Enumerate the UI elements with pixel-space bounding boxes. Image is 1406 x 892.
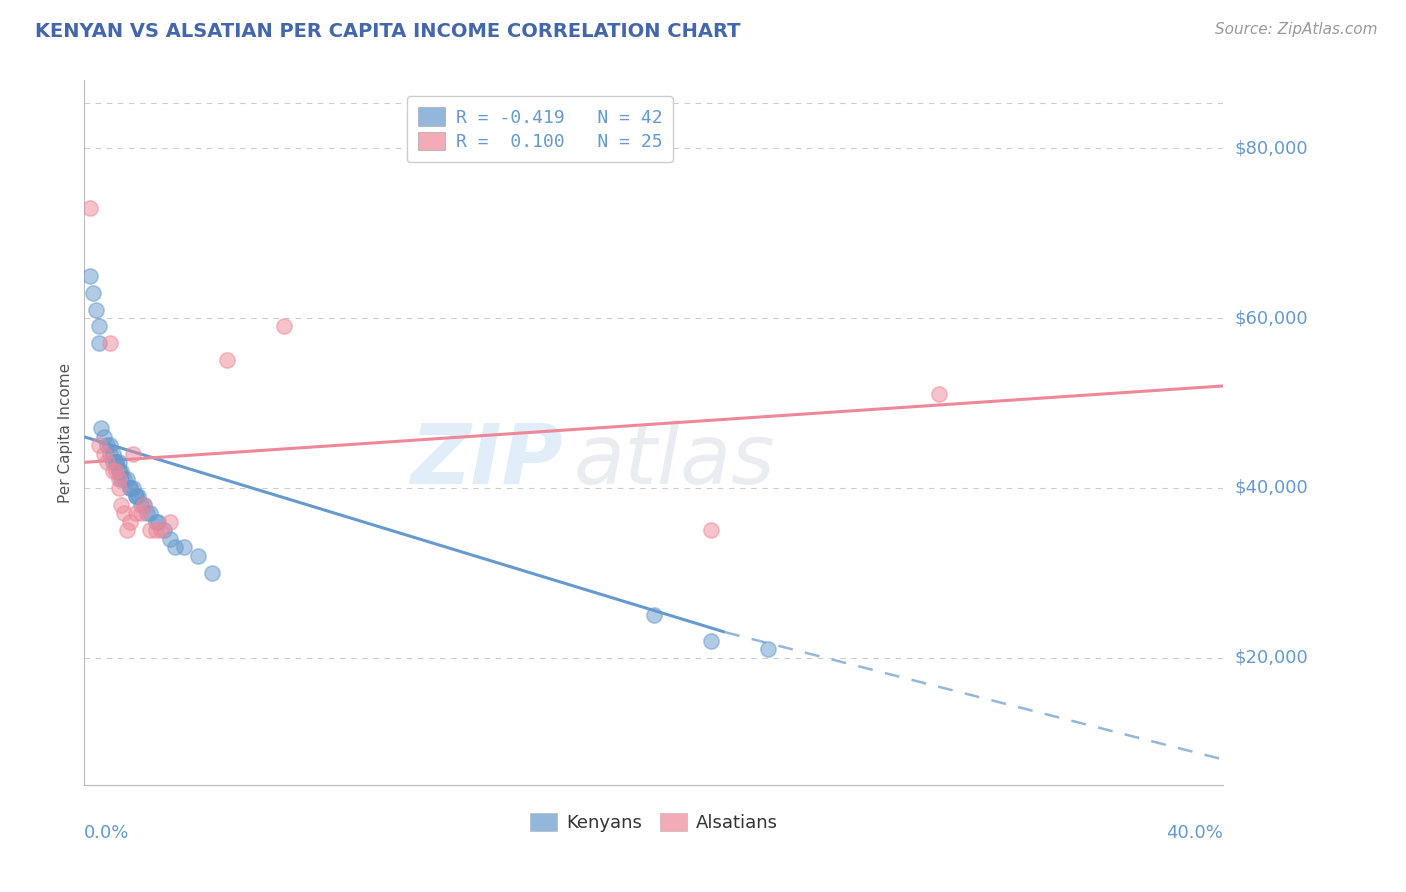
Point bbox=[87, 319, 110, 334]
Point bbox=[96, 455, 118, 469]
Point bbox=[118, 481, 141, 495]
Point bbox=[98, 438, 121, 452]
Point bbox=[121, 447, 143, 461]
Point bbox=[112, 472, 135, 486]
Text: KENYAN VS ALSATIAN PER CAPITA INCOME CORRELATION CHART: KENYAN VS ALSATIAN PER CAPITA INCOME COR… bbox=[35, 22, 741, 41]
Point bbox=[93, 430, 115, 444]
Text: 0.0%: 0.0% bbox=[84, 824, 129, 842]
Point bbox=[98, 447, 121, 461]
Point bbox=[93, 447, 115, 461]
Point bbox=[124, 489, 146, 503]
Point bbox=[145, 523, 167, 537]
Point bbox=[700, 633, 723, 648]
Point bbox=[112, 506, 135, 520]
Point bbox=[101, 464, 124, 478]
Point bbox=[148, 515, 170, 529]
Point bbox=[159, 532, 181, 546]
Text: Source: ZipAtlas.com: Source: ZipAtlas.com bbox=[1215, 22, 1378, 37]
Point bbox=[104, 455, 127, 469]
Point bbox=[173, 540, 195, 554]
Point bbox=[124, 506, 146, 520]
Text: ZIP: ZIP bbox=[411, 420, 562, 501]
Point bbox=[700, 523, 723, 537]
Point bbox=[136, 506, 159, 520]
Point bbox=[104, 464, 127, 478]
Point bbox=[84, 302, 107, 317]
Point bbox=[90, 421, 112, 435]
Point bbox=[107, 464, 129, 478]
Point bbox=[118, 481, 141, 495]
Point bbox=[134, 498, 156, 512]
Text: 40.0%: 40.0% bbox=[1167, 824, 1223, 842]
Text: $80,000: $80,000 bbox=[1234, 139, 1308, 157]
Point bbox=[79, 201, 101, 215]
Point bbox=[131, 506, 153, 520]
Point bbox=[134, 498, 156, 512]
Point bbox=[98, 336, 121, 351]
Point bbox=[110, 464, 132, 478]
Point bbox=[139, 523, 162, 537]
Point bbox=[150, 523, 173, 537]
Point bbox=[107, 481, 129, 495]
Y-axis label: Per Capita Income: Per Capita Income bbox=[58, 362, 73, 503]
Text: $40,000: $40,000 bbox=[1234, 479, 1308, 497]
Point bbox=[201, 566, 224, 580]
Point bbox=[110, 498, 132, 512]
Point bbox=[756, 642, 779, 657]
Point bbox=[115, 472, 138, 486]
Legend: Kenyans, Alsatians: Kenyans, Alsatians bbox=[523, 805, 785, 839]
Point bbox=[187, 549, 209, 563]
Point bbox=[115, 523, 138, 537]
Point bbox=[643, 608, 665, 623]
Point bbox=[110, 472, 132, 486]
Point bbox=[131, 498, 153, 512]
Point bbox=[82, 285, 104, 300]
Point bbox=[107, 464, 129, 478]
Point bbox=[928, 387, 950, 401]
Point bbox=[87, 438, 110, 452]
Point bbox=[87, 336, 110, 351]
Point bbox=[215, 353, 238, 368]
Text: $60,000: $60,000 bbox=[1234, 309, 1308, 327]
Point bbox=[101, 455, 124, 469]
Text: $20,000: $20,000 bbox=[1234, 648, 1308, 666]
Point bbox=[121, 481, 143, 495]
Point bbox=[153, 523, 176, 537]
Point bbox=[127, 489, 149, 503]
Point bbox=[101, 447, 124, 461]
Point bbox=[118, 515, 141, 529]
Point bbox=[159, 515, 181, 529]
Point bbox=[96, 438, 118, 452]
Point bbox=[165, 540, 187, 554]
Point bbox=[124, 489, 146, 503]
Point bbox=[107, 472, 129, 486]
Point bbox=[79, 268, 101, 283]
Point bbox=[273, 319, 295, 334]
Text: atlas: atlas bbox=[574, 420, 776, 501]
Point bbox=[139, 506, 162, 520]
Point bbox=[145, 515, 167, 529]
Point bbox=[104, 455, 127, 469]
Point bbox=[107, 455, 129, 469]
